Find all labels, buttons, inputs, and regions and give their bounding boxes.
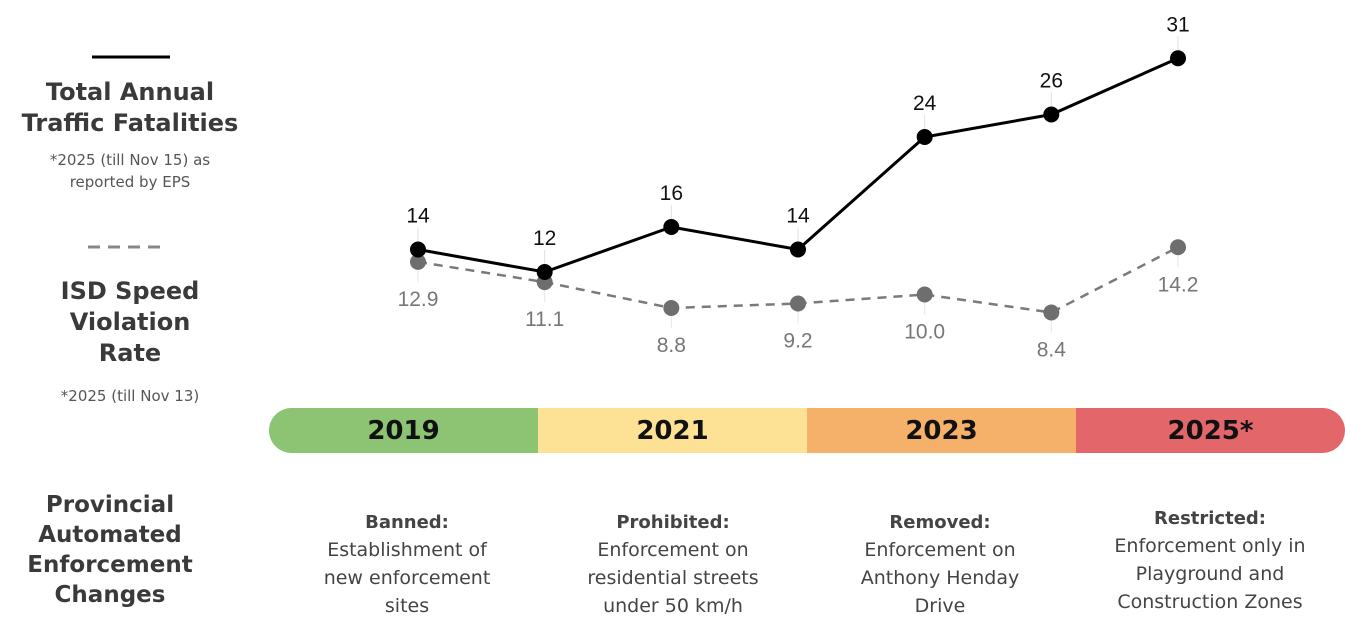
change-2025: Restricted: Enforcement only in Playgrou…: [1090, 506, 1330, 616]
isd-point: [916, 286, 933, 303]
fatality-value-label: 14: [406, 205, 430, 228]
fatalities-legend-line: [92, 55, 170, 59]
enforcement-changes-title: Provincial Automated Enforcement Changes: [27, 492, 193, 608]
fatality-point: [916, 129, 933, 145]
fatalities-legend-note: *2025 (till Nov 15) as reported by EPS: [49, 151, 211, 191]
isd-value-label: 14.2: [1158, 273, 1199, 296]
fatality-value-label: 26: [1040, 70, 1063, 93]
timeline-segment-2019: 2019: [269, 408, 538, 453]
timeline-segment-2023: 2023: [807, 408, 1076, 453]
isd-point: [790, 295, 806, 312]
change-2023: Removed: Enforcement on Anthony Henday D…: [820, 510, 1060, 620]
timeline-segment-2025: 2025*: [1076, 408, 1345, 453]
isd-value-label: 11.1: [525, 308, 564, 331]
fatality-point: [1043, 106, 1060, 123]
fatalities-legend-title: Total Annual Traffic Fatalities: [21, 78, 239, 137]
change-2021: Prohibited: Enforcement on residential s…: [553, 510, 793, 620]
fatality-point: [663, 219, 680, 235]
fatality-value-label: 24: [913, 92, 937, 115]
isd-value-label: 8.8: [657, 334, 686, 357]
isd-value-label: 12.9: [398, 288, 439, 311]
change-2021-head: Prohibited:: [616, 512, 730, 533]
change-2023-head: Removed:: [889, 512, 991, 533]
isd-point: [663, 300, 680, 316]
fatality-value-label: 16: [660, 182, 683, 205]
isd-point: [1043, 304, 1060, 321]
fatality-value-label: 12: [533, 227, 556, 250]
fatality-point: [790, 241, 806, 258]
isd-legend-title: ISD Speed Violation Rate: [60, 277, 200, 367]
isd-point: [410, 253, 426, 270]
change-2019: Banned: Establishment of new enforcement…: [287, 510, 527, 620]
year-timeline-bar: 2019 2021 2023 2025*: [269, 408, 1345, 453]
line-chart: 12.9 11.1 8.8 9.2 10.0 8.4 14.2 14 12 16 14 24 26 31: [398, 13, 1199, 362]
change-2025-head: Restricted:: [1154, 508, 1266, 529]
isd-value-label: 9.2: [783, 330, 812, 353]
timeline-segment-2021: 2021: [538, 408, 807, 453]
fatalities-legend: Total Annual Traffic Fatalities *2025 (t…: [0, 77, 260, 193]
isd-legend: ISD Speed Violation Rate *2025 (till Nov…: [0, 276, 260, 407]
isd-legend-note: *2025 (till Nov 13): [60, 387, 200, 405]
change-2019-head: Banned:: [365, 512, 449, 533]
fatality-point: [536, 264, 553, 280]
isd-value-label: 10.0: [904, 321, 945, 344]
isd-value-label: 8.4: [1037, 339, 1067, 362]
fatality-point: [1170, 50, 1186, 67]
fatality-point: [410, 241, 426, 258]
fatality-value-label: 31: [1166, 13, 1189, 36]
fatality-value-label: 14: [786, 205, 810, 228]
isd-legend-line: [88, 245, 166, 249]
isd-point: [1170, 239, 1186, 256]
